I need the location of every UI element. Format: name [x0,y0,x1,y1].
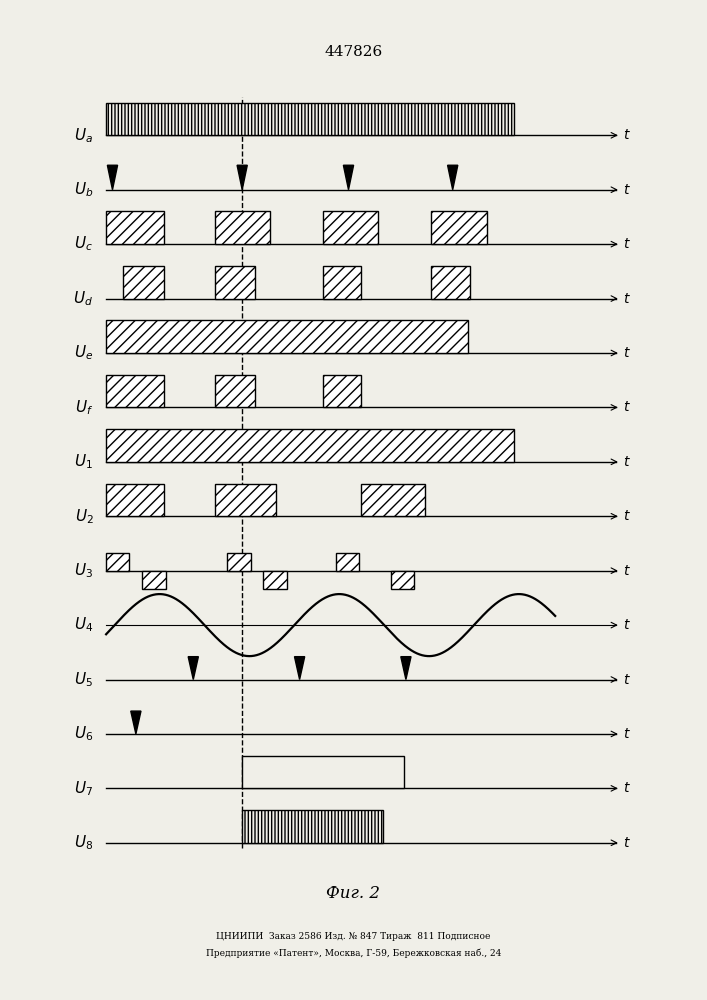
Bar [323,375,361,407]
Text: $U_{6}$: $U_{6}$ [74,725,93,743]
Bar [323,266,361,299]
Polygon shape [448,165,458,190]
Bar [106,320,467,353]
Polygon shape [295,657,305,680]
Text: Предприятие «Патент», Москва, Г-59, Бережковская наб., 24: Предприятие «Патент», Москва, Г-59, Бере… [206,948,501,958]
Bar [106,429,515,462]
Text: $t$: $t$ [623,727,631,741]
Text: $U_{1}$: $U_{1}$ [74,452,93,471]
Text: $U_{c}$: $U_{c}$ [74,235,93,253]
Text: $t$: $t$ [623,455,631,469]
Bar [106,484,163,516]
Bar [142,571,165,589]
Bar [214,484,276,516]
Text: $t$: $t$ [623,618,631,632]
Bar [106,553,129,571]
Text: $U_{8}$: $U_{8}$ [74,833,93,852]
Bar [214,211,270,244]
Text: $t$: $t$ [623,292,631,306]
Text: $U_{a}$: $U_{a}$ [74,126,93,145]
Polygon shape [401,657,411,680]
Polygon shape [107,165,117,190]
Bar [431,266,469,299]
Polygon shape [188,657,199,680]
Text: $t$: $t$ [623,836,631,850]
Text: $U_{5}$: $U_{5}$ [74,670,93,689]
Text: Фиг. 2: Фиг. 2 [327,885,380,902]
Text: $t$: $t$ [623,781,631,795]
Bar [214,375,255,407]
Text: $t$: $t$ [623,400,631,414]
Bar [106,375,163,407]
Polygon shape [344,165,354,190]
Polygon shape [237,165,247,190]
Text: $U_{b}$: $U_{b}$ [74,180,93,199]
Bar [123,266,163,299]
Text: $U_{f}$: $U_{f}$ [75,398,93,417]
Bar [243,810,382,843]
Text: $U_{7}$: $U_{7}$ [74,779,93,798]
Text: $t$: $t$ [623,346,631,360]
Bar [228,553,251,571]
Text: $U_{d}$: $U_{d}$ [74,289,93,308]
Bar [361,484,425,516]
Bar [391,571,414,589]
Bar [106,103,515,135]
Text: $U_{2}$: $U_{2}$ [74,507,93,526]
Text: ЦНИИПИ  Заказ 2586 Изд. № 847 Тираж  811 Подписное: ЦНИИПИ Заказ 2586 Изд. № 847 Тираж 811 П… [216,932,491,941]
Bar [431,211,486,244]
Text: $t$: $t$ [623,237,631,251]
Text: $U_{4}$: $U_{4}$ [74,616,93,634]
Bar [214,266,255,299]
Bar [106,211,163,244]
Bar [264,571,287,589]
Text: $U_{3}$: $U_{3}$ [74,561,93,580]
Bar [243,756,404,788]
Text: 447826: 447826 [325,45,382,59]
Bar [336,553,359,571]
Text: $t$: $t$ [623,673,631,687]
Text: $t$: $t$ [623,183,631,197]
Text: $U_{e}$: $U_{e}$ [74,344,93,362]
Text: $t$: $t$ [623,564,631,578]
Text: $t$: $t$ [623,509,631,523]
Text: $t$: $t$ [623,128,631,142]
Bar [323,211,378,244]
Polygon shape [131,711,141,734]
